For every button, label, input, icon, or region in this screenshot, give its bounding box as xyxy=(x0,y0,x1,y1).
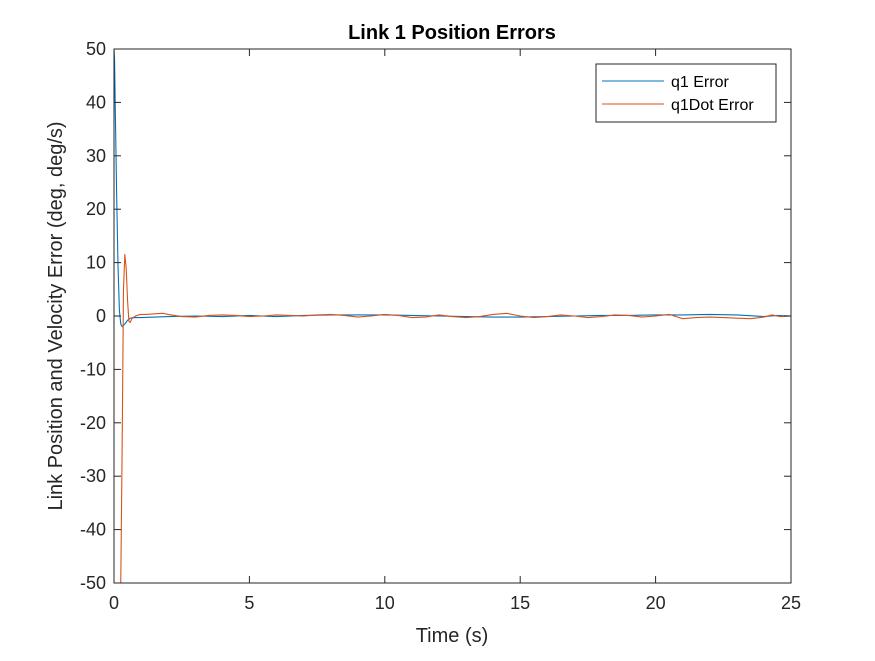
y-tick-label: -40 xyxy=(80,520,106,540)
legend-box xyxy=(595,63,777,123)
y-tick-label: -30 xyxy=(80,466,106,486)
y-tick-label: 30 xyxy=(86,146,106,166)
y-tick-label: 50 xyxy=(86,39,106,59)
x-tick-label: 25 xyxy=(781,593,801,613)
series-group xyxy=(114,49,791,583)
chart-title: Link 1 Position Errors xyxy=(348,22,556,44)
x-tick-label: 20 xyxy=(646,593,666,613)
y-tick-label: -50 xyxy=(80,573,106,593)
plot-area xyxy=(114,49,791,583)
y-tick-label: -10 xyxy=(80,359,106,379)
y-tick-label: 20 xyxy=(86,199,106,219)
axes: 0 5 10 15 20 25 -50 -40 -30 -20 -10 0 10 20 30 40 50 xyxy=(80,39,801,613)
x-tick-label: 10 xyxy=(375,593,395,613)
series-line-q1dot-error xyxy=(114,254,791,583)
legend-label: q1Dot Error xyxy=(671,97,754,114)
y-tick-label: 10 xyxy=(86,253,106,273)
y-axis-label: Link Position and Velocity Error (deg, d… xyxy=(45,121,67,510)
y-tick-label: 40 xyxy=(86,92,106,112)
y-tick-label: 0 xyxy=(96,306,106,326)
x-axis-label: Time (s) xyxy=(416,625,489,647)
x-tick-label: 5 xyxy=(244,593,254,613)
x-tick-label: 0 xyxy=(109,593,119,613)
x-tick-label: 15 xyxy=(510,593,530,613)
legend-label: q1 Error xyxy=(671,74,729,91)
y-tick-label: -20 xyxy=(80,413,106,433)
legend: q1 Error q1Dot Error xyxy=(595,63,777,123)
